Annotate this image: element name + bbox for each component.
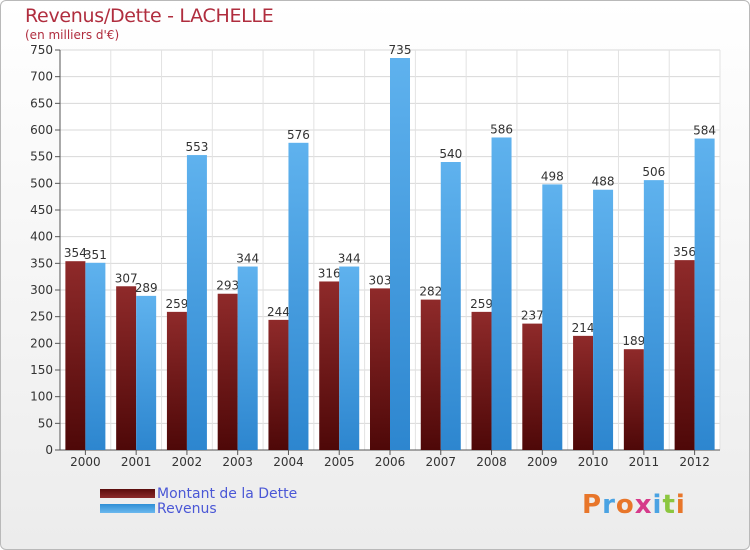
data-label-revenus: 344: [236, 252, 259, 266]
legend-swatch-dette: [100, 489, 155, 498]
logo-letter: x: [634, 490, 653, 520]
x-tick-label: 2001: [121, 455, 152, 469]
data-label-revenus: 498: [541, 169, 564, 183]
bar-revenus: [237, 266, 258, 450]
x-tick-label: 2003: [222, 455, 253, 469]
x-tick-label: 2006: [375, 455, 406, 469]
bar-revenus: [186, 155, 207, 451]
data-label-dette: 244: [267, 305, 290, 319]
bar-revenus: [542, 184, 563, 450]
bar-revenus: [694, 138, 715, 451]
bar-dette: [370, 288, 390, 450]
data-label-dette: 293: [216, 279, 239, 293]
y-tick-label: 700: [30, 70, 53, 84]
data-label-dette: 189: [622, 334, 645, 348]
x-tick-label: 2007: [425, 455, 456, 469]
bar-revenus: [491, 137, 512, 450]
bar-dette: [268, 319, 289, 450]
bar-dette: [116, 286, 137, 450]
data-label-revenus: 584: [693, 124, 716, 138]
data-label-dette: 303: [369, 273, 392, 287]
y-tick-label: 400: [30, 230, 53, 244]
x-tick-label: 2002: [172, 455, 203, 469]
y-tick-label: 750: [30, 43, 53, 57]
data-label-dette: 214: [572, 321, 595, 335]
bar-dette: [65, 261, 86, 450]
bar-dette: [522, 323, 543, 450]
logo-letter: o: [615, 490, 635, 520]
bar-revenus: [390, 58, 410, 450]
data-label-revenus: 488: [592, 175, 615, 189]
y-tick-label: 50: [38, 416, 53, 430]
data-label-dette: 356: [673, 245, 696, 259]
logo-letter: P: [582, 490, 603, 520]
legend-item-dette: Montant de la Dette: [100, 485, 298, 502]
legend-item-revenus: Revenus: [100, 500, 297, 517]
bar-dette: [471, 311, 492, 450]
y-tick-label: 150: [30, 363, 53, 377]
logo-letter: t: [662, 490, 676, 520]
data-label-revenus: 540: [439, 147, 462, 161]
bar-dette: [573, 335, 594, 450]
legend-label-revenus: Revenus: [157, 500, 217, 517]
x-tick-label: 2000: [70, 455, 101, 469]
y-tick-label: 350: [30, 256, 53, 270]
data-label-dette: 316: [318, 266, 341, 280]
data-label-dette: 237: [521, 309, 544, 323]
proxiti-logo: Proxiti: [582, 490, 686, 520]
bar-dette: [420, 299, 441, 450]
data-label-revenus: 735: [389, 43, 412, 57]
bar-dette: [166, 311, 187, 450]
x-tick-label: 2005: [324, 455, 355, 469]
legend-swatch-revenus: [100, 504, 155, 513]
x-tick-label: 2010: [578, 455, 609, 469]
y-tick-label: 300: [30, 283, 53, 297]
chart-title: Revenus/Dette - LACHELLE: [25, 5, 274, 27]
logo-letter: i: [652, 490, 663, 520]
x-tick-label: 2008: [476, 455, 507, 469]
data-label-revenus: 289: [135, 281, 158, 295]
y-tick-label: 550: [30, 150, 53, 164]
bar-revenus: [593, 189, 614, 450]
data-label-dette: 259: [165, 297, 188, 311]
y-tick-label: 450: [30, 203, 53, 217]
y-tick-label: 500: [30, 176, 53, 190]
data-label-dette: 354: [64, 246, 87, 260]
y-tick-label: 250: [30, 310, 53, 324]
bar-revenus: [288, 142, 309, 451]
data-label-dette: 307: [115, 271, 138, 285]
x-tick-label: 2012: [679, 455, 710, 469]
data-label-dette: 282: [419, 285, 442, 299]
logo-letter: i: [675, 490, 686, 520]
y-tick-label: 0: [45, 443, 53, 457]
chart-subtitle: (en milliers d'€): [25, 28, 120, 42]
bar-dette: [674, 260, 695, 450]
bar-revenus: [643, 180, 664, 450]
bar-revenus: [440, 162, 461, 450]
y-tick-label: 650: [30, 96, 53, 110]
data-label-revenus: 344: [338, 252, 361, 266]
data-label-dette: 259: [470, 297, 493, 311]
x-tick-label: 2004: [273, 455, 304, 469]
y-tick-label: 200: [30, 336, 53, 350]
bar-dette: [319, 281, 340, 450]
y-tick-label: 100: [30, 390, 53, 404]
data-label-revenus: 553: [185, 140, 208, 154]
legend: Montant de la Dette Revenus: [100, 485, 298, 517]
bar-dette: [217, 293, 238, 450]
bar-dette: [623, 349, 644, 450]
bar-revenus: [85, 262, 106, 450]
bar-revenus: [136, 295, 157, 450]
x-tick-label: 2011: [629, 455, 660, 469]
y-tick-label: 600: [30, 123, 53, 137]
x-tick-label: 2009: [527, 455, 558, 469]
data-label-revenus: 506: [642, 165, 665, 179]
bar-revenus: [339, 266, 360, 450]
logo-letter: r: [602, 490, 616, 520]
data-label-revenus: 586: [490, 122, 513, 136]
data-label-revenus: 351: [84, 248, 107, 262]
legend-label-dette: Montant de la Dette: [157, 485, 298, 502]
data-label-revenus: 576: [287, 128, 310, 142]
